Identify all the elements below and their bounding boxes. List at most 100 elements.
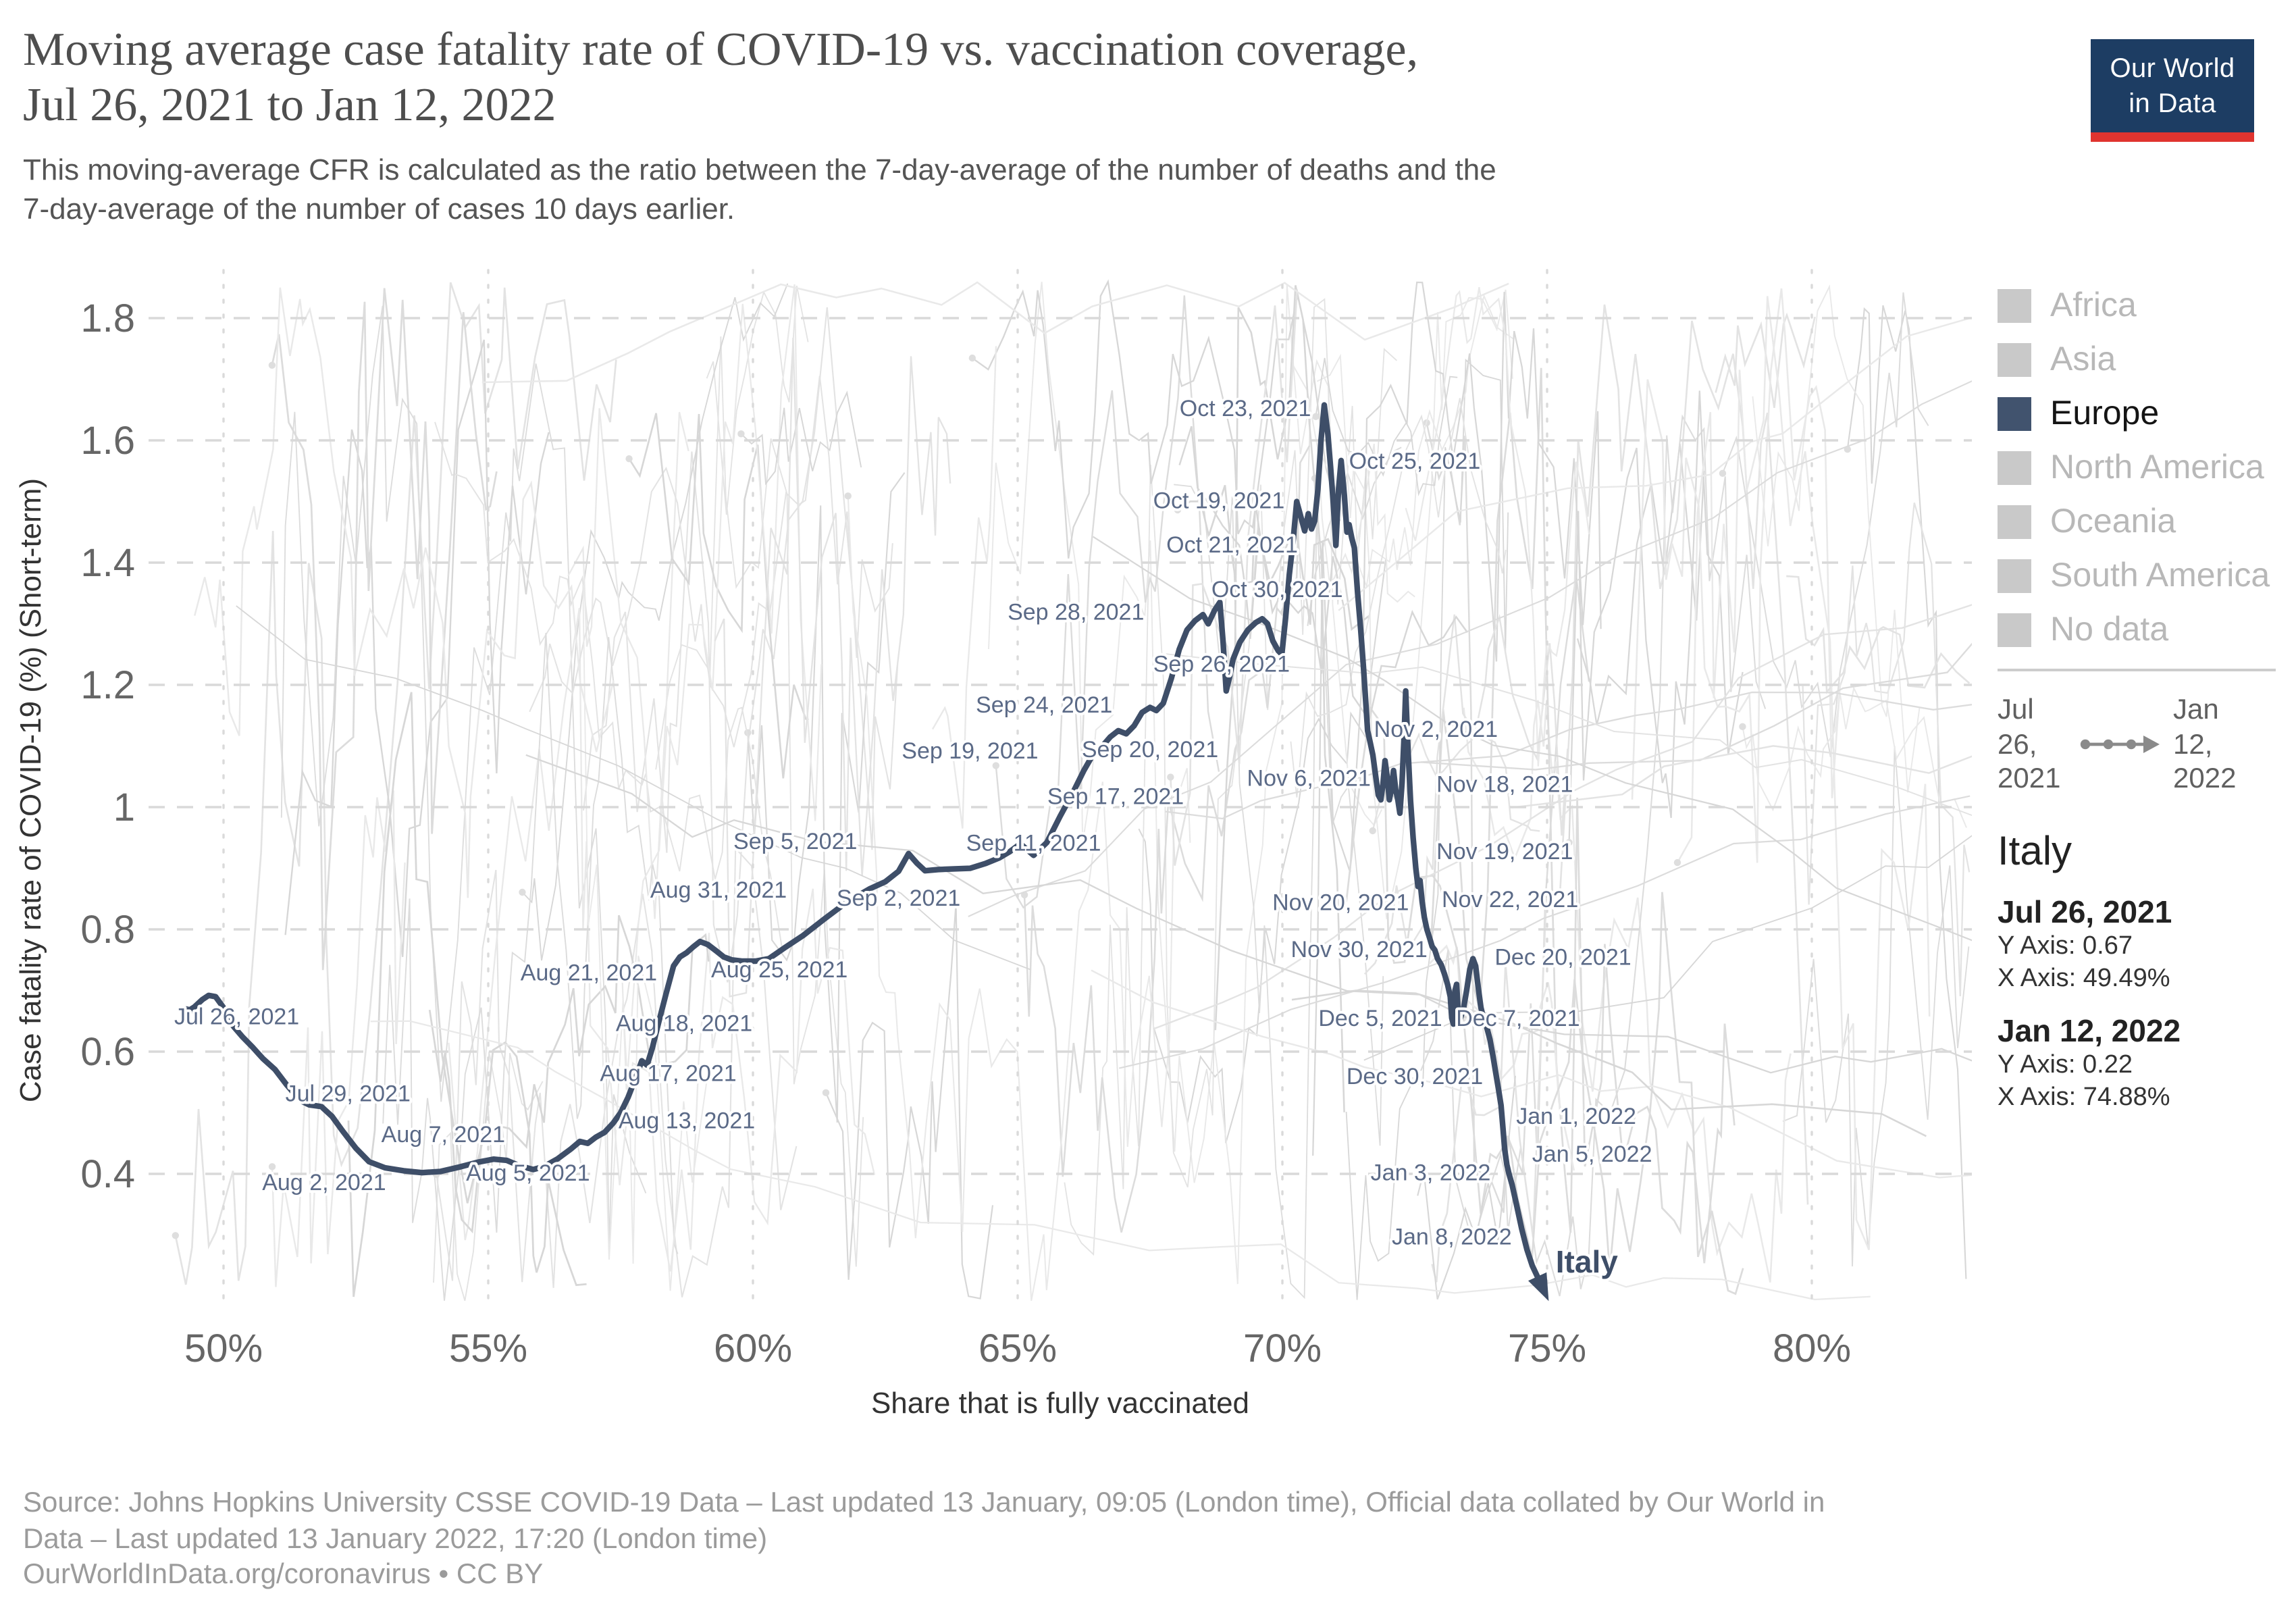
legend-item-asia[interactable]: Asia [1998, 340, 2292, 380]
date-annotation: Nov 30, 2021 [1291, 937, 1428, 962]
legend-item-africa[interactable]: Africa [1998, 286, 2292, 326]
x-tick-label: 50% [184, 1327, 263, 1370]
title-line-1: Moving average case fatality rate of COV… [23, 23, 1419, 76]
x-axis-title: Share that is fully vaccinated [871, 1387, 1249, 1420]
date-annotation: Jan 8, 2022 [1392, 1224, 1512, 1250]
date-annotation: Aug 25, 2021 [711, 957, 847, 983]
legend-label: Asia [2050, 340, 2116, 378]
date-annotation: Aug 18, 2021 [616, 1010, 752, 1036]
info-entry-date: Jan 12, 2022 [1998, 1013, 2181, 1049]
title-line-2: Jul 26, 2021 to Jan 12, 2022 [23, 78, 556, 132]
source-line-2: Data – Last updated 13 January 2022, 17:… [23, 1523, 768, 1555]
date-annotation: Oct 30, 2021 [1211, 577, 1343, 602]
x-tick-label: 60% [714, 1327, 792, 1370]
y-tick-label: 0.6 [80, 1030, 135, 1074]
chart-header: Moving average case fatality rate of COV… [23, 22, 1819, 228]
timeline-end-handle[interactable]: Jan 12, 2022 [2173, 694, 2237, 795]
date-annotation: Aug 17, 2021 [600, 1061, 736, 1087]
legend-swatch [1998, 397, 2031, 431]
date-annotation: Jul 29, 2021 [286, 1081, 411, 1107]
background-country-lines [172, 279, 1972, 1302]
date-annotation: Aug 13, 2021 [619, 1108, 755, 1133]
date-annotation: Dec 7, 2021 [1456, 1006, 1580, 1031]
date-annotation: Nov 20, 2021 [1272, 890, 1409, 915]
info-entry-y: Y Axis: 0.67 [1998, 931, 2133, 960]
legend-label: No data [2050, 611, 2169, 648]
italy-trajectory-line [184, 402, 1544, 1287]
continent-legend: Africa Asia Europe North America Oceania Sout… [1998, 286, 2292, 650]
legend-swatch [1998, 505, 2031, 539]
date-annotation: Nov 6, 2021 [1247, 766, 1371, 792]
date-annotation: Dec 20, 2021 [1494, 945, 1631, 971]
info-entry: Jan 12, 2022 Y Axis: 0.22 X Axis: 74.88% [1998, 1014, 2292, 1114]
x-tick-label: 70% [1243, 1327, 1322, 1370]
legend-item-oceania[interactable]: Oceania [1998, 503, 2292, 542]
date-annotation: Sep 2, 2021 [837, 885, 960, 911]
date-annotation: Sep 5, 2021 [733, 829, 857, 854]
date-annotation: Nov 22, 2021 [1442, 887, 1578, 912]
date-annotation: Jan 3, 2022 [1371, 1160, 1491, 1185]
date-annotation: Oct 21, 2021 [1166, 532, 1298, 558]
date-annotation: Sep 28, 2021 [1008, 599, 1144, 625]
info-entry-y: Y Axis: 0.22 [1998, 1051, 2133, 1080]
timeline-control[interactable]: Jul 26, 2021 Jan 12, 2022 [1998, 693, 2292, 797]
date-annotation: Jan 1, 2022 [1516, 1104, 1636, 1129]
series-name-label: Italy [1556, 1244, 1618, 1279]
x-tick-label: 80% [1773, 1327, 1851, 1370]
sidebar: Africa Asia Europe North America Oceania Sout… [1998, 286, 2292, 1114]
y-tick-label: 0.8 [80, 908, 135, 952]
date-annotation: Sep 17, 2021 [1047, 784, 1184, 810]
legend-swatch [1998, 343, 2031, 377]
page-title: Moving average case fatality rate of COV… [23, 22, 1819, 133]
date-annotation: Aug 5, 2021 [466, 1160, 590, 1186]
date-annotations: Jul 26, 2021 Jul 29, 2021 Aug 2, 2021 Aug 5… [172, 393, 1655, 1282]
subtitle-line-2: 7-day-average of the number of cases 10 … [23, 191, 735, 226]
legend-label: Africa [2050, 286, 2137, 324]
source-footer: Source: Johns Hopkins University CSSE CO… [23, 1486, 2035, 1594]
date-annotation: Nov 18, 2021 [1436, 772, 1573, 798]
x-tick-label: 55% [449, 1327, 527, 1370]
source-line-1: Source: Johns Hopkins University CSSE CO… [23, 1487, 1825, 1518]
legend-label: Oceania [2050, 503, 2176, 540]
info-entry-x: X Axis: 74.88% [1998, 1083, 2170, 1112]
y-tick-label: 1.8 [80, 297, 135, 340]
owid-logo-accent-bar [2091, 132, 2254, 142]
date-annotation: Nov 2, 2021 [1374, 717, 1498, 742]
subtitle-line-1: This moving-average CFR is calculated as… [23, 152, 1496, 186]
info-entry-date: Jul 26, 2021 [1998, 894, 2172, 929]
timeline-start-handle[interactable]: Jul 26, 2021 [1998, 694, 2061, 795]
date-annotation: Sep 19, 2021 [902, 738, 1038, 764]
date-annotation: Jan 5, 2022 [1532, 1141, 1652, 1167]
y-axis-title: Case fatality rate of COVID-19 (%) (Shor… [14, 478, 47, 1102]
date-annotation: Sep 11, 2021 [966, 830, 1101, 856]
info-country-name: Italy [1998, 829, 2072, 874]
date-annotation: Aug 21, 2021 [521, 960, 657, 985]
owid-logo-text: Our World in Data [2091, 39, 2254, 132]
date-annotation: Dec 5, 2021 [1318, 1006, 1442, 1031]
legend-item-no-data[interactable]: No data [1998, 611, 2292, 650]
x-tick-label: 65% [979, 1327, 1057, 1370]
axis-tick-labels: 0.4 0.6 0.8 1 1.2 1.4 1.6 1.8 50% 55% 60% 65% 70% 75%… [80, 297, 1851, 1370]
date-annotation: Sep 26, 2021 [1153, 651, 1290, 677]
legend-label: Europe [2050, 394, 2160, 432]
y-tick-label: 1.6 [80, 419, 135, 463]
date-annotation: Aug 7, 2021 [382, 1122, 505, 1148]
date-annotation: Sep 20, 2021 [1082, 737, 1218, 763]
date-annotation: Sep 24, 2021 [976, 692, 1112, 718]
legend-swatch [1998, 559, 2031, 593]
source-line-3: OurWorldInData.org/coronavirus • CC BY [23, 1559, 544, 1591]
country-info-panel: Italy Jul 26, 2021 Y Axis: 0.67 X Axis: 49… [1998, 829, 2292, 1114]
legend-item-south-america[interactable]: South America [1998, 557, 2292, 596]
legend-item-europe[interactable]: Europe [1998, 394, 2292, 434]
y-tick-label: 1.2 [80, 663, 135, 707]
date-annotation: Jul 26, 2021 [174, 1004, 299, 1030]
legend-swatch [1998, 613, 2031, 647]
legend-item-north-america[interactable]: North America [1998, 448, 2292, 488]
legend-label: South America [2050, 557, 2270, 594]
owid-logo: Our World in Data [2091, 39, 2254, 142]
legend-label: North America [2050, 448, 2264, 486]
legend-swatch [1998, 289, 2031, 323]
date-annotation: Oct 25, 2021 [1349, 448, 1481, 474]
